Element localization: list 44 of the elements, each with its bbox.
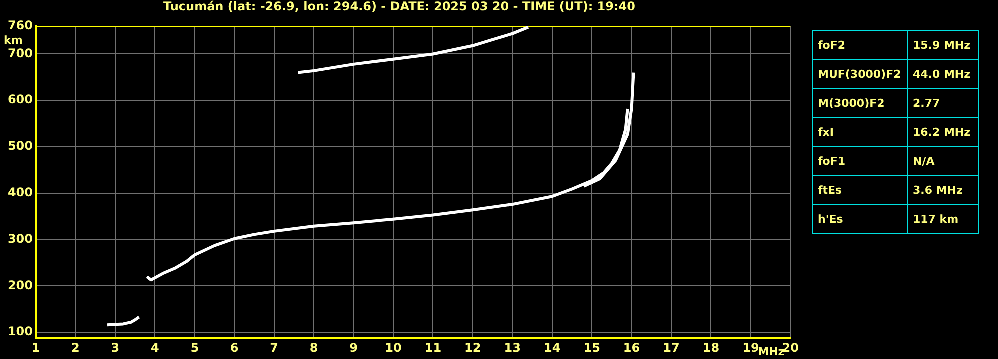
text: N/A <box>908 146 978 176</box>
x-tick-label: 5 <box>190 340 200 355</box>
y-tick-label: 300 <box>8 232 33 246</box>
y-tick-label: 700 <box>8 46 33 60</box>
x-tick-label: 4 <box>150 340 160 355</box>
x-tick-label: 18 <box>702 340 720 355</box>
text: 15.9 MHz <box>908 30 978 60</box>
x-tick-label: 9 <box>350 340 358 355</box>
text: 3.6 MHz <box>908 176 978 204</box>
text: foF1 <box>812 146 908 176</box>
text: 2.77 <box>908 88 978 118</box>
text: foF2 <box>812 30 908 60</box>
x-tick-label: 8 <box>310 340 318 355</box>
text: ftEs <box>812 176 908 204</box>
y-tick-label: 600 <box>8 92 33 107</box>
text: h'Es <box>812 204 908 234</box>
y-tick-label: 500 <box>8 139 33 154</box>
y-tick-label: 760 <box>8 18 33 33</box>
chart-title: Tucumán (lat: -26.9, lon: 294.6) - DATE: 2025 03 20 - TIME (UT): 19:40 <box>164 0 636 14</box>
text: MUF(3000)F2 <box>812 60 908 88</box>
x-tick-label: 6 <box>230 340 239 355</box>
x-tick-label: 3 <box>111 340 120 355</box>
x-tick-label: 14 <box>544 340 561 355</box>
y-tick-label: 200 <box>8 278 33 292</box>
y-axis-title: km <box>4 34 23 47</box>
text: 117 km <box>908 204 978 234</box>
x-tick-label: 2 <box>72 340 80 355</box>
x-tick-label: 19 <box>742 340 760 355</box>
x-tick-label: 10 <box>385 340 402 355</box>
x-axis-title: MHz <box>758 345 785 358</box>
y-tick-label: 400 <box>8 186 33 200</box>
x-tick-label: 1 <box>32 340 40 355</box>
text: M(3000)F2 <box>812 88 908 118</box>
text: fxI <box>812 118 908 146</box>
text: 44.0 MHz <box>908 60 978 88</box>
x-tick-label: 17 <box>663 340 680 355</box>
text: 16.2 MHz <box>908 118 978 146</box>
x-tick-label: 11 <box>424 340 442 355</box>
x-tick-label: 16 <box>623 340 640 355</box>
x-tick-label: 12 <box>464 340 482 355</box>
y-tick-label: 100 <box>8 324 33 339</box>
x-tick-label: 7 <box>270 340 278 355</box>
x-tick-label: 15 <box>584 340 600 355</box>
x-tick-label: 13 <box>504 340 521 355</box>
